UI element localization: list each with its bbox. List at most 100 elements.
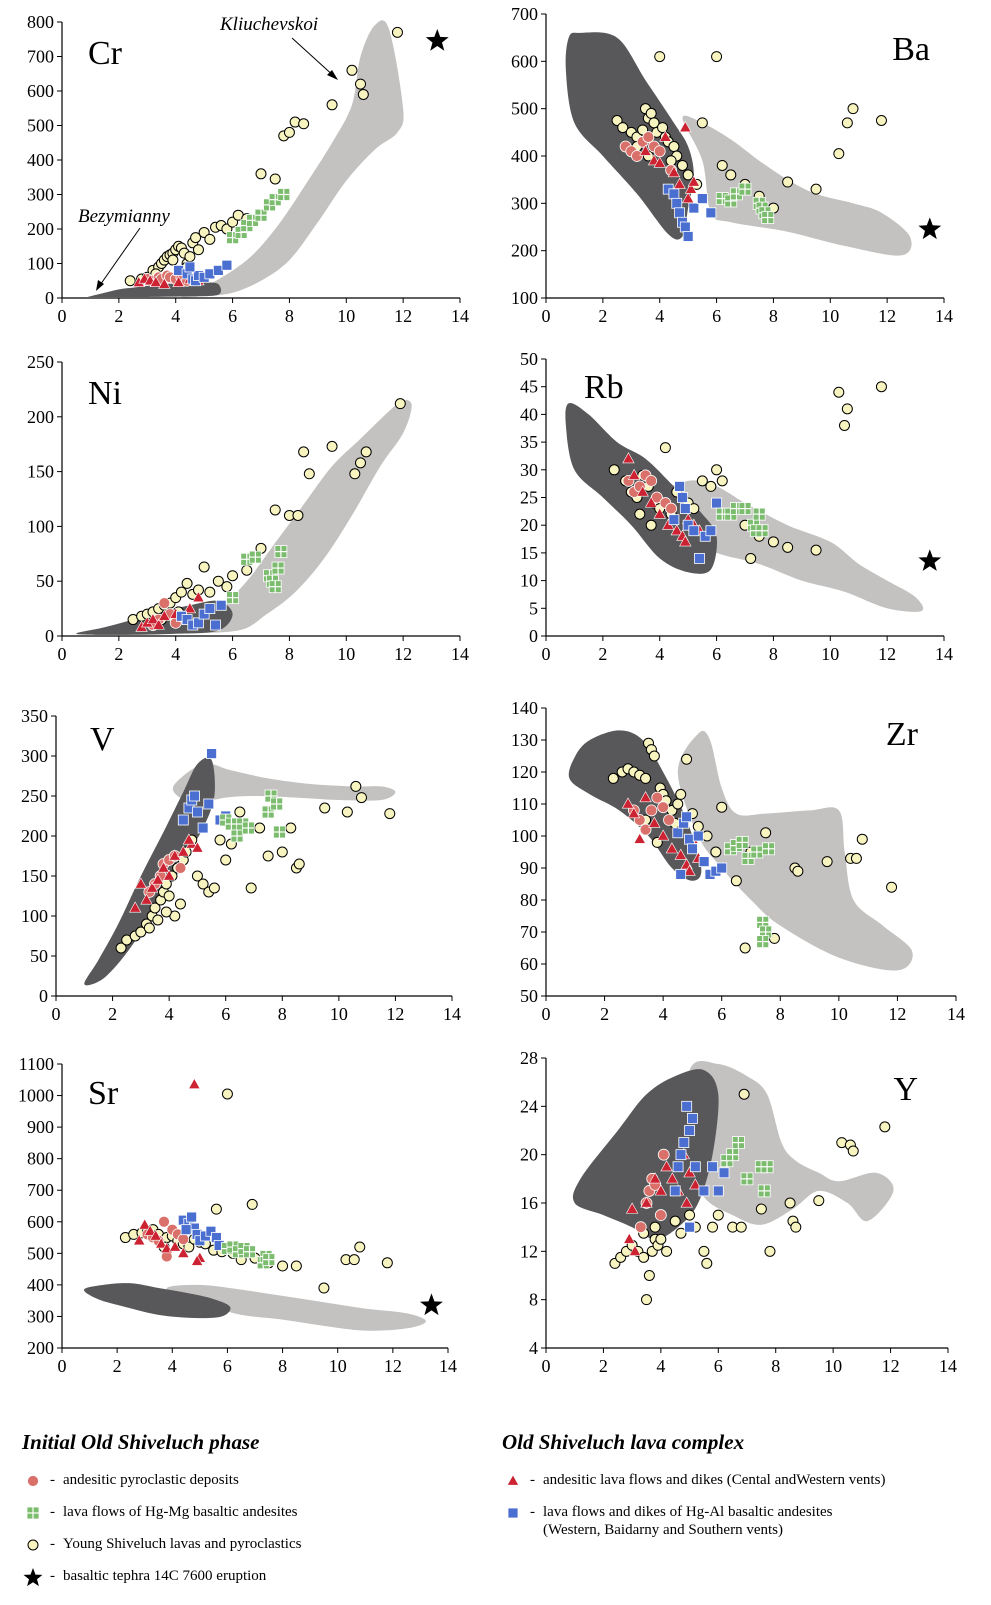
y-tick-label: 200 [27, 407, 54, 427]
panel-v: 0 50 100 150 200 250 300 350 0 2 4 6 8 10 12 14 V [21, 706, 461, 1024]
andesitic-lava-point [140, 893, 153, 905]
kliuchevskoi-field [677, 730, 913, 971]
hg-al-basaltic-andesite-point [698, 856, 710, 867]
young-shiveluch-point [255, 168, 267, 180]
young-shiveluch-point [735, 1221, 747, 1233]
legend-label: lava flows and dikes of Hg-Al basaltic a… [543, 1504, 833, 1538]
young-shiveluch-point [246, 1198, 258, 1210]
young-shiveluch-point [220, 854, 232, 866]
hg-al-basaltic-andesite-point [674, 207, 686, 219]
hg-mg-basaltic-andesite-point [757, 1184, 771, 1198]
hg-al-basaltic-andesite-point [699, 530, 711, 542]
legend-initial-phase: Initial Old Shiveluch phase - andesitic p… [22, 1430, 482, 1599]
young-shiveluch-point [698, 1245, 710, 1257]
andesitic-lava-point [656, 829, 670, 841]
young-shiveluch-point [739, 942, 751, 954]
young-shiveluch-point [692, 820, 704, 832]
data-points [607, 737, 898, 954]
hg-al-basaltic-andesite-point [198, 608, 210, 620]
young-shiveluch-point [191, 870, 203, 882]
x-tick-label: 0 [52, 1004, 61, 1024]
hg-al-basaltic-andesite-point [197, 822, 209, 834]
legend-label: andesitic lava flows and dikes (Cental a… [543, 1472, 886, 1488]
young-shiveluch-point [760, 827, 772, 839]
kliuchevskoi-field [682, 1060, 894, 1225]
hg-al-basaltic-andesite-point [684, 1125, 695, 1136]
y-tick-label: 150 [27, 462, 54, 482]
x-tick-label: 6 [228, 306, 237, 326]
x-tick-label: 4 [171, 306, 180, 326]
x-tick-label: 2 [114, 306, 123, 326]
legend-symbol-circle-pink [27, 1475, 39, 1487]
andesitic-lava-point [149, 275, 163, 287]
young-shiveluch-point [847, 1145, 859, 1157]
young-shiveluch-point [254, 822, 266, 834]
andesitic-lava-point [158, 609, 171, 621]
x-tick-label: 12 [384, 1356, 402, 1376]
hg-al-basaltic-andesite-point [180, 1224, 192, 1236]
young-shiveluch-point [346, 64, 358, 76]
hg-al-basaltic-andesite-point-symbol [507, 1507, 519, 1519]
y-tick-label: 300 [511, 193, 538, 213]
andesitic-lava-point [138, 1218, 151, 1230]
young-shiveluch-point [212, 575, 224, 587]
andesitic-lava-point [191, 841, 204, 853]
hg-mg-basaltic-andesite-point [270, 797, 284, 811]
hg-mg-basaltic-andesite-point [735, 836, 749, 849]
young-shiveluch-point [676, 159, 688, 171]
x-tick-label: 6 [228, 644, 237, 664]
young-shiveluch-point [608, 464, 620, 476]
hg-mg-basaltic-andesite-point [277, 188, 291, 201]
y-tick-label: 300 [21, 746, 48, 766]
young-shiveluch-point [821, 856, 833, 868]
young-shiveluch-point [875, 115, 887, 126]
andesitic-lava-point [640, 1196, 653, 1208]
legend-item: - basaltic tephra 14C 7600 eruption [22, 1567, 482, 1587]
andesitic-lava-point [190, 1254, 204, 1266]
young-shiveluch-point [298, 118, 310, 130]
y-tick-label: 500 [27, 1243, 54, 1263]
x-tick-label: 10 [824, 1356, 842, 1376]
young-shiveluch-point [879, 1121, 891, 1133]
young-shiveluch-point [197, 878, 209, 890]
legend-symbol-circle-yellow [27, 1539, 39, 1551]
young-shiveluch-point [269, 504, 281, 516]
hg-al-basaltic-andesite-point [203, 798, 215, 810]
x-tick-label: 14 [947, 1004, 965, 1024]
y-tick-label: 50 [36, 571, 54, 591]
hg-mg-basaltic-andesite-point [756, 935, 770, 948]
data-points [611, 51, 887, 242]
andesitic-pyroclastic-point [642, 131, 655, 143]
hg-al-basaltic-andesite-point [682, 519, 694, 531]
x-tick-label: 2 [108, 1004, 117, 1024]
data-points [609, 1088, 891, 1306]
y-tick-label: 120 [511, 762, 538, 782]
hg-al-basaltic-andesite-point [705, 525, 717, 537]
panel-label: Ba [892, 31, 930, 68]
x-tick-label: 2 [600, 1004, 609, 1024]
andesitic-lava-point [667, 165, 681, 178]
young-shiveluch-point [681, 753, 693, 765]
y-tick-label: 800 [27, 1149, 54, 1169]
x-tick-label: 12 [882, 1356, 900, 1376]
field-annotations: Kliuchevskoi Bezymianny [78, 14, 338, 291]
young-shiveluch-point [184, 251, 196, 263]
andesitic-lava-point [689, 1178, 702, 1190]
young-shiveluch-point [160, 906, 172, 918]
andesitic-lava-point [683, 864, 696, 876]
kliuchevskoi-arrow [291, 37, 337, 79]
young-shiveluch-point [617, 122, 629, 134]
y-tick-label: 500 [511, 99, 538, 119]
y-tick-label: 100 [27, 254, 54, 274]
x-tick-label: 12 [394, 306, 412, 326]
compositional-fields [87, 20, 404, 298]
andesitic-pyroclastic-point [654, 1209, 667, 1221]
y-tick-label: 350 [21, 706, 48, 726]
young-shiveluch-point [115, 942, 127, 954]
young-shiveluch-point [730, 875, 742, 887]
hg-al-basaltic-andesite-point [688, 525, 700, 537]
hg-mg-basaltic-andesite-point [262, 1253, 276, 1267]
young-shiveluch-point [649, 1221, 661, 1233]
andesitic-pyroclastic-point [634, 1221, 647, 1234]
